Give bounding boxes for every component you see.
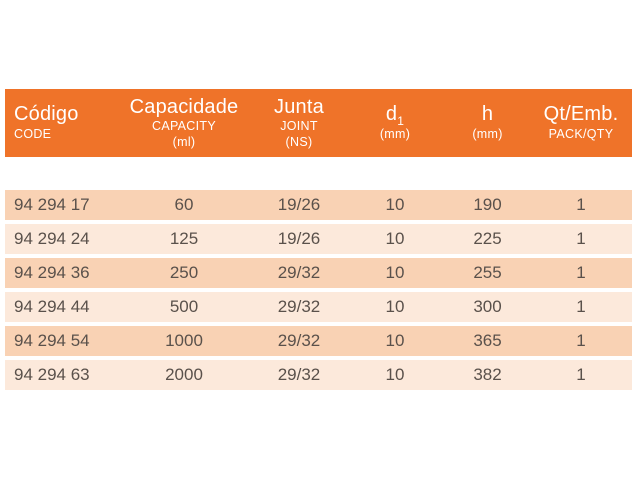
column-title: Código	[14, 103, 79, 126]
cell-h: 190	[473, 195, 502, 214]
cell-capacidade: 2000	[165, 365, 203, 384]
cell-h: 300	[473, 297, 502, 316]
column-header-codigo: Código CODE	[5, 89, 115, 157]
column-subtitle: CODE	[14, 127, 52, 142]
table-body: 94 294 17 60 19/26 10 190 1 94 294 24 125 19/26 1…	[5, 190, 632, 390]
cell-junta: 29/32	[277, 365, 321, 384]
cell-codigo: 94 294 36	[14, 263, 90, 282]
cell-d1: 10	[385, 263, 405, 282]
column-unit: (mm)	[472, 127, 503, 142]
table-row: 94 294 24 125 19/26 10 225 1	[5, 224, 632, 254]
cell-h: 225	[473, 229, 502, 248]
cell-h: 255	[473, 263, 502, 282]
column-unit: (ml)	[172, 134, 196, 149]
cell-qt_emb: 1	[576, 297, 586, 316]
product-spec-table: Código CODE Capacidade CAPACITY (ml) Jun…	[5, 89, 632, 394]
cell-d1: 10	[385, 331, 405, 350]
cell-qt_emb: 1	[576, 229, 586, 248]
table-row: 94 294 63 2000 29/32 10 382 1	[5, 360, 632, 390]
table-header-row: Código CODE Capacidade CAPACITY (ml) Jun…	[5, 89, 632, 157]
cell-d1: 10	[385, 365, 405, 384]
cell-codigo: 94 294 54	[14, 331, 90, 350]
column-unit: (mm)	[379, 127, 411, 142]
column-subtitle: PACK/QTY	[548, 127, 614, 142]
column-header-qt-emb: Qt/Emb. PACK/QTY	[530, 89, 632, 157]
cell-h: 382	[473, 365, 502, 384]
cell-capacidade: 500	[169, 297, 199, 316]
table-row: 94 294 44 500 29/32 10 300 1	[5, 292, 632, 322]
column-subtitle: JOINT	[280, 119, 318, 134]
subscript: 1	[397, 114, 405, 129]
table-row: 94 294 54 1000 29/32 10 365 1	[5, 326, 632, 356]
column-title: Capacidade	[129, 95, 239, 118]
cell-qt_emb: 1	[576, 195, 586, 214]
cell-d1: 10	[385, 195, 405, 214]
column-title: d1	[385, 103, 405, 129]
cell-qt_emb: 1	[576, 365, 586, 384]
cell-codigo: 94 294 44	[14, 297, 90, 316]
cell-qt_emb: 1	[576, 263, 586, 282]
cell-codigo: 94 294 63	[14, 365, 90, 384]
cell-h: 365	[473, 331, 502, 350]
cell-junta: 19/26	[277, 195, 321, 214]
column-header-capacidade: Capacidade CAPACITY (ml)	[115, 89, 253, 157]
column-subtitle: CAPACITY	[152, 119, 216, 134]
cell-d1: 10	[385, 229, 405, 248]
cell-junta: 19/26	[277, 229, 321, 248]
column-header-junta: Junta JOINT (NS)	[253, 89, 345, 157]
cell-codigo: 94 294 24	[14, 229, 90, 248]
column-unit: (NS)	[285, 134, 313, 149]
table-row: 94 294 36 250 29/32 10 255 1	[5, 258, 632, 288]
column-header-h: h (mm)	[445, 89, 530, 157]
cell-d1: 10	[385, 297, 405, 316]
cell-capacidade: 60	[174, 195, 194, 214]
column-title: h	[481, 103, 494, 126]
cell-junta: 29/32	[277, 263, 321, 282]
cell-codigo: 94 294 17	[14, 195, 90, 214]
cell-junta: 29/32	[277, 297, 321, 316]
table-row: 94 294 17 60 19/26 10 190 1	[5, 190, 632, 220]
cell-capacidade: 125	[169, 229, 199, 248]
column-title: Junta	[274, 95, 324, 118]
column-header-d1: d1 (mm)	[345, 89, 445, 157]
cell-qt_emb: 1	[576, 331, 586, 350]
cell-capacidade: 1000	[165, 331, 203, 350]
cell-capacidade: 250	[169, 263, 199, 282]
column-title: Qt/Emb.	[543, 103, 619, 126]
cell-junta: 29/32	[277, 331, 321, 350]
